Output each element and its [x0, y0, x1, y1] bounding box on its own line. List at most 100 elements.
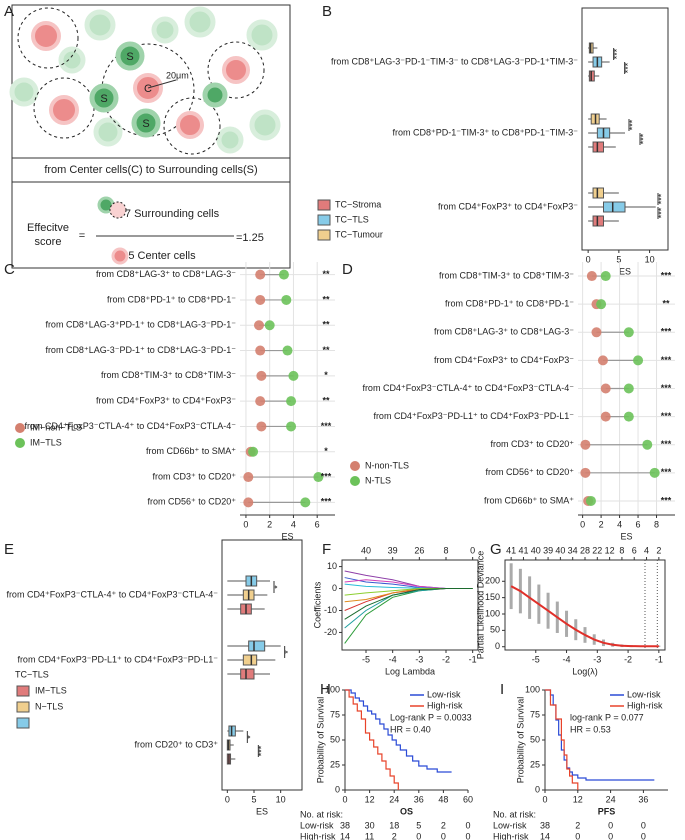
dot — [600, 411, 611, 422]
x-axis-label: ES — [281, 531, 293, 541]
coef-path — [344, 588, 473, 644]
plot-frame — [581, 7, 669, 251]
x2-tick-label: 8 — [619, 545, 624, 555]
significance: *** — [661, 383, 672, 393]
cell — [249, 109, 281, 141]
dot — [286, 421, 297, 432]
dot — [255, 345, 266, 356]
dot — [600, 383, 611, 394]
cell — [31, 21, 61, 51]
legend-label: TC−Tumour — [335, 229, 383, 239]
dot — [597, 355, 608, 366]
result: =1.25 — [236, 232, 264, 244]
risk-count: 0 — [465, 831, 470, 840]
significance: *** — [321, 471, 332, 481]
x-tick-label: 36 — [414, 794, 424, 804]
y-tick-label: -20 — [324, 627, 337, 637]
category-label: from CD8⁺TIM-3⁺ to CD8⁺TIM-3⁻ — [101, 370, 236, 380]
dot — [243, 472, 254, 483]
coef-path — [344, 588, 473, 620]
y-axis-label: Probability of Survival — [315, 697, 325, 784]
dot — [642, 439, 653, 450]
y-tick-label: 10 — [327, 561, 337, 571]
legend-label: TC−Stroma — [335, 199, 381, 209]
dot — [580, 439, 591, 450]
legend-label: Low-risk — [427, 689, 461, 699]
significance: ** — [322, 294, 330, 304]
legend-label: IM−non−TLS — [30, 422, 82, 432]
dot — [596, 299, 607, 310]
icon-cell — [109, 201, 127, 219]
category-label: from CD3⁺ to CD20⁺ — [490, 439, 574, 449]
y-axis-label: Probability of Survival — [515, 697, 525, 784]
cell — [202, 82, 228, 108]
x-tick-label: -5 — [532, 654, 540, 664]
legend-dot — [350, 476, 360, 486]
cell — [216, 126, 244, 154]
annotation: Log-rank P = 0.0033 — [390, 712, 472, 722]
significance: ** — [322, 269, 330, 279]
x-tick-label: 0 — [225, 794, 230, 804]
legend-label: IM−TLS — [30, 437, 62, 447]
risk-count: 0 — [441, 831, 446, 840]
x-axis-label: PFS — [598, 806, 616, 816]
panel-label: H — [320, 681, 331, 698]
x-axis-label: OS — [400, 806, 413, 816]
risk-count: 0 — [575, 831, 580, 840]
significance: *** — [661, 467, 672, 477]
category-label: from CD4⁺FoxP3⁻PD-L1⁺ to CD4⁺FoxP3⁻PD-L1… — [373, 411, 574, 421]
risk-count: 11 — [365, 831, 374, 840]
significance: *** — [627, 119, 637, 130]
category-label: from CD4⁺FoxP3⁺ to CD4⁺FoxP3⁻ — [438, 201, 578, 211]
formula-lhs: Effecitve — [27, 222, 69, 234]
center-cells — [31, 21, 250, 139]
x-tick-label: 6 — [315, 519, 320, 529]
x-tick-label: -2 — [442, 654, 450, 664]
x2-tick-label: 40 — [555, 545, 565, 555]
significance: *** — [321, 497, 332, 507]
significance: ** — [322, 396, 330, 406]
significance: *** — [661, 355, 672, 365]
cell — [9, 77, 39, 107]
y-tick-label: 0 — [535, 784, 540, 794]
x-tick-label: 2 — [267, 519, 272, 529]
km-curve — [345, 689, 452, 773]
dot — [580, 467, 591, 478]
y-tick-label: 0 — [332, 583, 337, 593]
box — [592, 215, 604, 227]
category-label: from CD4⁺FoxP3⁺ to CD4⁺FoxP3⁻ — [434, 355, 574, 365]
x-axis-label: ES — [256, 806, 268, 816]
panel-label: D — [342, 261, 353, 278]
category-label: from CD56⁺ to CD20⁺ — [485, 467, 574, 477]
dot — [649, 467, 660, 478]
legend-label: N−TLS — [35, 701, 63, 711]
risk-count: 0 — [641, 831, 646, 840]
legend-label: TC−TLS — [335, 214, 369, 224]
significance: *** — [661, 411, 672, 421]
category-label: from CD4⁺FoxP3⁻PD-L1⁺ to CD4⁺FoxP3⁻PD-L1… — [17, 654, 218, 664]
category-label: from CD8⁺PD-1⁻TIM-3⁺ to CD8⁺PD-1⁻TIM-3⁻ — [392, 127, 578, 137]
x2-tick-label: 40 — [531, 545, 541, 555]
x2-tick-label: 34 — [568, 545, 578, 555]
category-label: from CD8⁺LAG-3⁺ to CD8⁺LAG-3⁻ — [434, 327, 574, 337]
significance: *** — [257, 745, 267, 756]
x-axis-label: ES — [620, 531, 632, 541]
panel-label: E — [4, 541, 14, 558]
dot — [243, 497, 254, 508]
x-tick-label: 0 — [580, 519, 585, 529]
risk-name: Low-risk — [300, 820, 334, 830]
legend-swatch — [317, 214, 331, 226]
x-tick-label: 48 — [438, 794, 448, 804]
cell — [184, 6, 216, 38]
x-axis-label: ES — [619, 266, 631, 276]
panel-a: S C S S 20μm from Center cells(C) to Sur… — [9, 4, 291, 269]
significance: * — [272, 585, 282, 589]
caption: from Center cells(C) to Surrounding cell… — [44, 164, 257, 176]
formula-lhs: score — [35, 236, 62, 248]
dot — [633, 355, 644, 366]
x-tick-label: 12 — [573, 794, 583, 804]
box — [240, 668, 255, 680]
scale-label: 20μm — [166, 70, 189, 80]
dot — [288, 370, 299, 381]
category-label: from CD56⁺ to CD20⁺ — [147, 497, 236, 507]
